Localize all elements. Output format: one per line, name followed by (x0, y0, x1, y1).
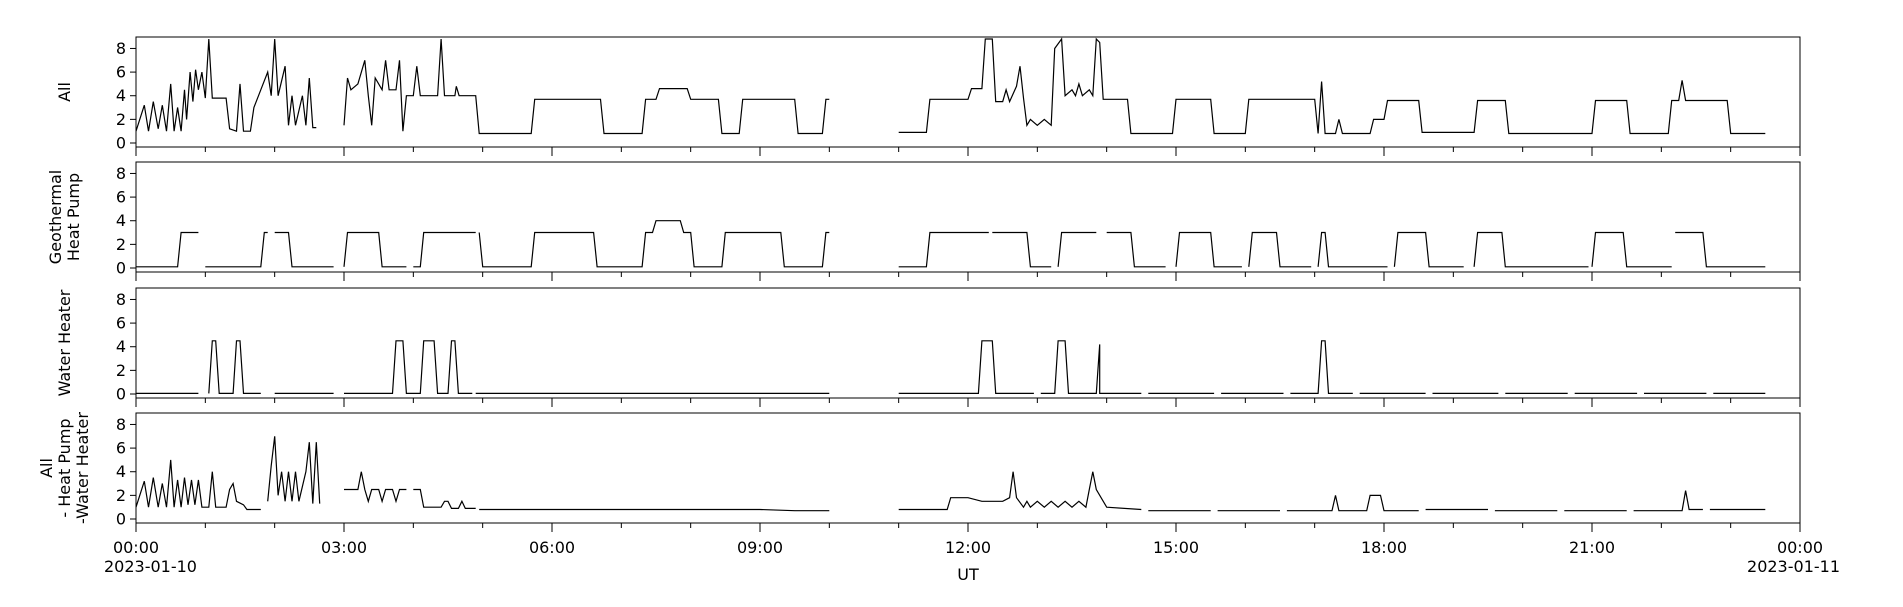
y-tick-label: 8 (116, 39, 126, 58)
x-tick-label: 21:00 (1569, 538, 1615, 557)
series-line-segment (274, 231, 334, 268)
y-tick-label: 4 (116, 86, 126, 105)
series-line-segment (1286, 494, 1419, 512)
series-line-segment (1040, 340, 1142, 394)
panel-frame (135, 161, 1801, 273)
series-line-segment (1057, 231, 1097, 267)
y-axis-label: GeothermalHeat Pump (46, 170, 83, 264)
series-line-segment (1591, 231, 1672, 268)
panel-all-heat-pump-water-heater: 0 2 4 6 8 All- Heat Pump-Water Heater (37, 412, 1801, 532)
y-tick-label: 4 (116, 462, 126, 481)
panel-frame (135, 36, 1801, 148)
x-tick-label: 15:00 (1153, 538, 1199, 557)
series-line-segment (1633, 490, 1703, 512)
series-line-segment (136, 231, 199, 268)
y-tick-label: 8 (116, 164, 126, 183)
x-tick-label: 09:00 (737, 538, 783, 557)
series-line-segment (898, 471, 1142, 511)
series-line-segment (1175, 231, 1242, 268)
series-line-segment (344, 471, 407, 504)
series-line-segment (413, 488, 476, 509)
y-tick-label: 0 (116, 134, 126, 153)
x-tick-label: 00:00 (113, 538, 159, 557)
series-line-segment (135, 38, 317, 133)
series-line-segment (1393, 231, 1464, 268)
y-tick-label: 0 (116, 510, 126, 529)
series-line-segment (205, 231, 268, 268)
series-line-segment (898, 37, 1766, 135)
y-tick-label: 2 (116, 486, 126, 505)
series-line-segment (267, 436, 321, 504)
y-tick-label: 4 (116, 337, 126, 356)
x-tick-label: 18:00 (1361, 538, 1407, 557)
y-tick-label: 6 (116, 314, 126, 333)
y-axis-label: All- Heat Pump-Water Heater (37, 412, 92, 524)
series-line-segment (479, 508, 830, 512)
series-line-segment (478, 220, 830, 268)
y-tick-label: 8 (116, 290, 126, 309)
series-line-segment (992, 231, 1052, 268)
y-tick-label: 8 (116, 415, 126, 434)
x-tick-label: 06:00 (529, 538, 575, 557)
x-tick-label: 12:00 (945, 538, 991, 557)
series-line-segment (208, 340, 261, 394)
panel-geothermal-heat-pump: 0 2 4 6 8 GeothermalHeat Pump (46, 161, 1801, 281)
chart-panels: 0 2 4 6 8 All 0 2 4 6 8 GeothermalHeat Pump 0 2 4 6 8 Wat… (37, 36, 1801, 532)
series-line-segment (1675, 231, 1766, 268)
y-axis-label: Water Heater (55, 289, 74, 396)
x-axis-label: UT (957, 565, 979, 584)
series-line-segment (413, 231, 476, 268)
series-line-segment (343, 38, 830, 135)
x-axis: UT 2023-01-10 2023-01-11 00:00 03:00 06:00… (104, 538, 1840, 584)
series-line-segment (898, 340, 1034, 394)
y-tick-label: 6 (116, 63, 126, 82)
series-line-segment (343, 231, 407, 268)
end-date-label: 2023-01-11 (1747, 557, 1840, 576)
y-tick-label: 2 (116, 110, 126, 129)
series-line-segment (1317, 231, 1388, 268)
y-tick-label: 2 (116, 361, 126, 380)
series-line-segment (1290, 340, 1353, 394)
y-tick-label: 2 (116, 235, 126, 254)
start-date-label: 2023-01-10 (104, 557, 197, 576)
panel-frame (135, 412, 1801, 524)
y-axis-label: All (55, 82, 74, 102)
y-tick-label: 0 (116, 385, 126, 404)
x-tick-label: 03:00 (321, 538, 367, 557)
panel-frame (135, 287, 1801, 399)
y-tick-label: 0 (116, 259, 126, 278)
panel-water-heater: 0 2 4 6 8 Water Heater (55, 287, 1801, 407)
panel-all: 0 2 4 6 8 All (55, 36, 1801, 156)
y-tick-label: 6 (116, 439, 126, 458)
series-line-segment (1106, 231, 1166, 268)
y-tick-label: 6 (116, 188, 126, 207)
series-line-segment (135, 459, 261, 511)
y-tick-label: 4 (116, 211, 126, 230)
series-line-segment (344, 340, 473, 394)
series-line-segment (1248, 231, 1312, 268)
series-line-segment (898, 231, 989, 268)
series-line-segment (1473, 231, 1589, 268)
x-tick-label: 00:00 (1777, 538, 1823, 557)
